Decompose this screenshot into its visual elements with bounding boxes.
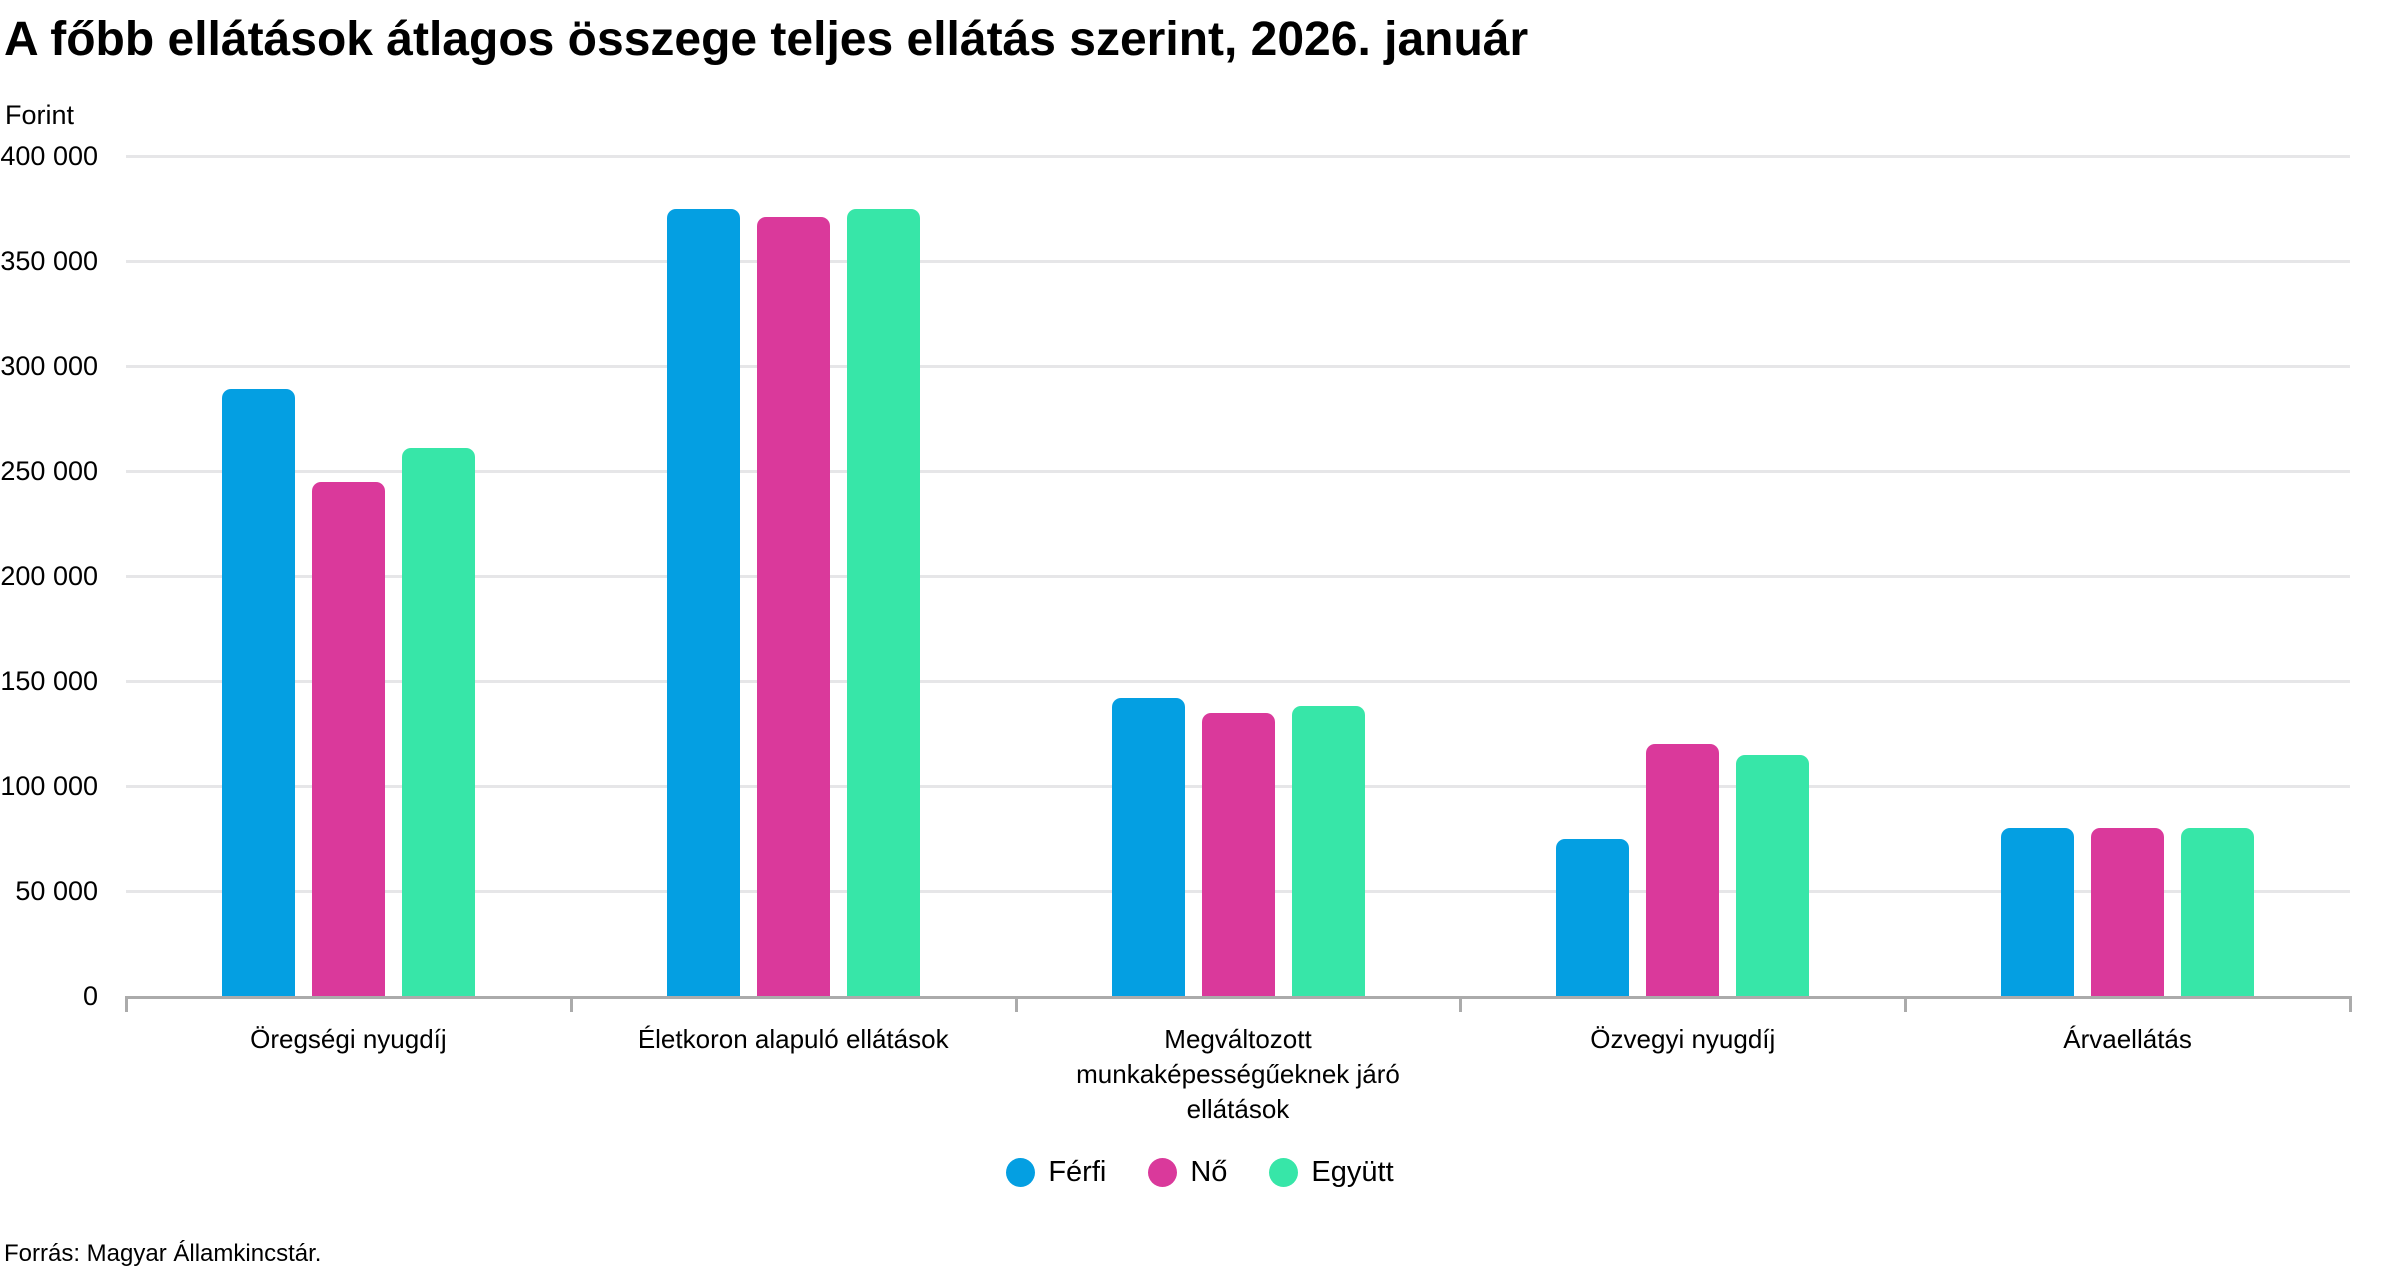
chart-legend: Férfi Nő Együtt xyxy=(0,1155,2400,1189)
bar-egytt-3 xyxy=(1736,754,1810,996)
y-tick-label: 0 xyxy=(82,981,98,1011)
gridline xyxy=(126,680,2350,683)
gridline xyxy=(126,575,2350,578)
x-axis-tick xyxy=(1904,996,1908,1012)
legend-label: Férfi xyxy=(1048,1156,1107,1188)
legend-item-n: Nő xyxy=(1148,1155,1227,1189)
bar-frfi-4 xyxy=(2001,828,2075,996)
x-category-label: Öregségi nyugdíj xyxy=(250,1024,447,1054)
gridline xyxy=(126,260,2350,263)
bar-egytt-0 xyxy=(401,447,475,996)
y-tick-label: 350 000 xyxy=(0,246,98,276)
x-category-label: Megváltozott munkaképességűeknek járó el… xyxy=(1076,1024,1400,1124)
gridline xyxy=(126,470,2350,473)
y-axis-unit-label: Forint xyxy=(5,100,75,130)
y-tick-label: 150 000 xyxy=(0,666,98,696)
x-category-label: Életkoron alapuló ellátások xyxy=(637,1024,949,1054)
bar-n-2 xyxy=(1201,712,1275,996)
legend-label: Nő xyxy=(1190,1156,1228,1188)
y-tick-label: 250 000 xyxy=(0,456,98,486)
bar-frfi-1 xyxy=(666,208,740,996)
gridline xyxy=(126,155,2350,158)
gridline xyxy=(126,365,2350,368)
x-axis-tick xyxy=(1459,996,1463,1012)
bar-n-1 xyxy=(756,216,830,996)
y-tick-label: 100 000 xyxy=(0,771,98,801)
legend-color-dot-icon xyxy=(1269,1157,1299,1187)
legend-label: Együtt xyxy=(1311,1156,1394,1188)
y-tick-label: 300 000 xyxy=(0,351,98,381)
bar-egytt-4 xyxy=(2181,828,2255,996)
source-note: Forrás: Magyar Államkincstár. xyxy=(4,1240,322,1267)
bar-egytt-2 xyxy=(1291,706,1365,996)
bar-frfi-3 xyxy=(1556,838,1630,996)
y-tick-label: 200 000 xyxy=(0,561,98,591)
legend-color-dot-icon xyxy=(1006,1157,1036,1187)
bar-frfi-2 xyxy=(1111,697,1185,996)
bar-egytt-1 xyxy=(846,208,920,996)
x-axis-tick xyxy=(2349,996,2352,1012)
x-axis-tick xyxy=(1014,996,1018,1012)
y-tick-label: 50 000 xyxy=(15,876,98,906)
bar-n-4 xyxy=(2091,828,2165,996)
legend-item-egytt: Együtt xyxy=(1269,1155,1394,1189)
x-category-label: Árvaellátás xyxy=(2063,1024,2192,1054)
x-category-label: Özvegyi nyugdíj xyxy=(1590,1024,1776,1054)
bar-n-3 xyxy=(1646,744,1720,996)
bar-frfi-0 xyxy=(221,389,295,996)
chart-title: A főbb ellátások átlagos összege teljes … xyxy=(4,13,1529,66)
x-axis-tick xyxy=(569,996,573,1012)
legend-item-frfi: Férfi xyxy=(1006,1155,1106,1189)
y-tick-label: 400 000 xyxy=(0,141,98,171)
x-axis-line xyxy=(126,996,2350,999)
x-axis-tick xyxy=(125,996,128,1012)
legend-color-dot-icon xyxy=(1148,1157,1178,1187)
bar-n-0 xyxy=(311,481,385,996)
